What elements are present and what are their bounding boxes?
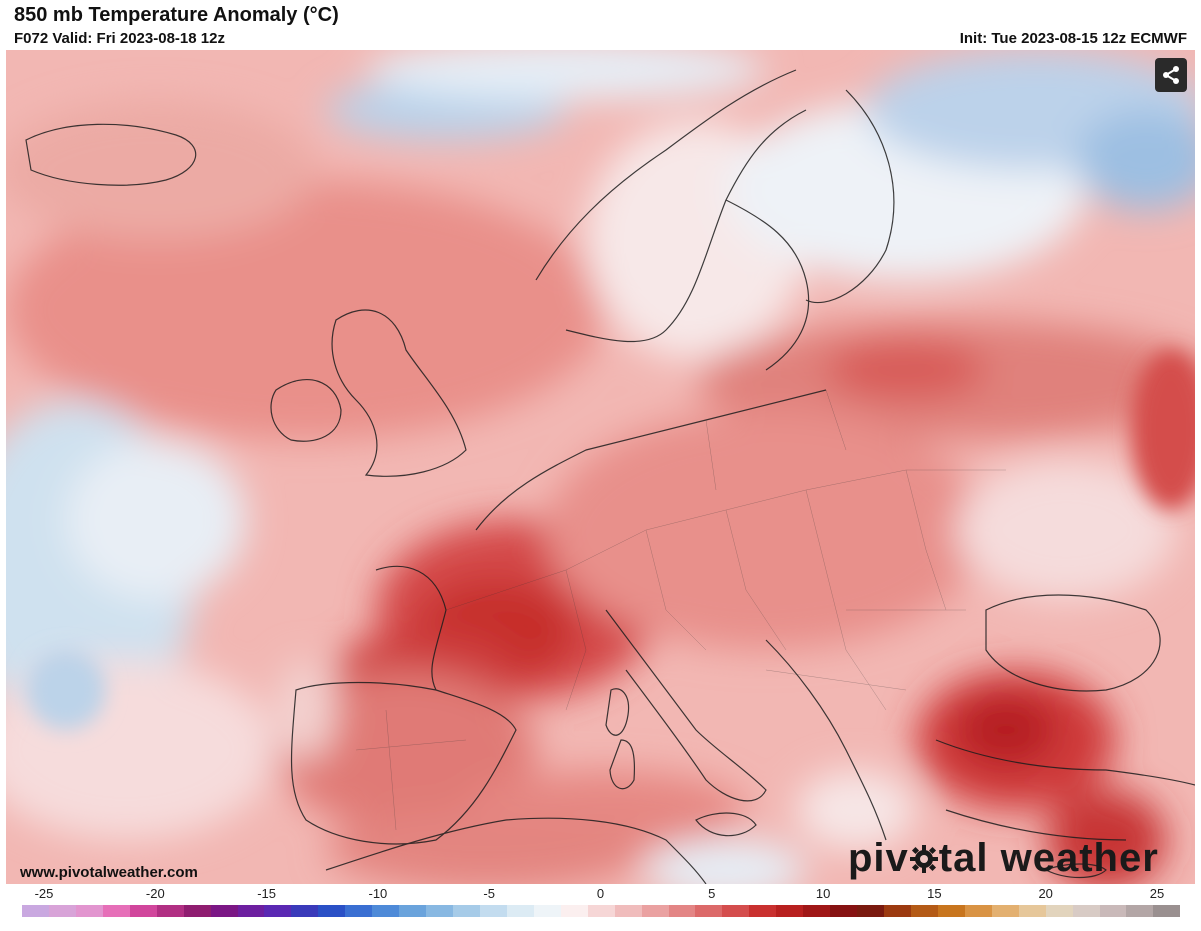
colorbar-swatch — [318, 905, 346, 917]
colorbar-tick-label: 15 — [927, 886, 942, 901]
colorbar-tick-label: -5 — [483, 886, 495, 901]
colorbar-tick-label: -25 — [34, 886, 54, 901]
colorbar-swatch — [991, 905, 1019, 917]
colorbar-tick-label: 20 — [1038, 886, 1053, 901]
colorbar-swatch — [129, 905, 157, 917]
colorbar-swatch — [426, 905, 453, 917]
colorbar-swatch — [668, 905, 696, 917]
colorbar-swatch — [48, 905, 76, 917]
colorbar-swatch — [803, 905, 831, 917]
logo-text-right: tal weather — [938, 836, 1159, 880]
header: 850 mb Temperature Anomaly (°C) F072 Val… — [0, 0, 1201, 48]
site-url[interactable]: www.pivotalweather.com — [20, 864, 198, 881]
colorbar-swatch — [1045, 905, 1073, 917]
colorbar-swatch — [291, 905, 319, 917]
colorbar-swatch — [1099, 905, 1127, 917]
temperature-anomaly-map[interactable] — [6, 50, 1195, 884]
colorbar-swatch — [1126, 905, 1154, 917]
colorbar-swatch — [560, 905, 588, 917]
colorbar-tick-label: -10 — [368, 886, 388, 901]
colorbar-swatch — [183, 905, 211, 917]
colorbar-swatch — [614, 905, 642, 917]
colorbar-swatch — [910, 905, 938, 917]
colorbar-swatch — [399, 905, 427, 917]
colorbar-swatch — [345, 905, 373, 917]
map-title: 850 mb Temperature Anomaly (°C) — [14, 4, 339, 26]
colorbar-swatch — [776, 905, 804, 917]
colorbar-swatch — [722, 905, 750, 917]
colorbar-swatch — [237, 905, 265, 917]
colorbar-swatch — [587, 905, 615, 917]
colorbar-swatch — [857, 905, 884, 917]
colorbar-swatches — [22, 905, 1181, 917]
share-icon — [1163, 66, 1179, 84]
map-canvas — [6, 50, 1195, 884]
colorbar-swatch — [749, 905, 777, 917]
colorbar-swatch — [264, 905, 292, 917]
colorbar-tick-label: 25 — [1149, 886, 1165, 901]
colorbar-swatch — [22, 905, 49, 917]
logo-text-left: piv — [848, 836, 909, 880]
colorbar: -25 -20 -15 -10 -5 0 5 10 15 20 25 — [0, 884, 1201, 931]
gear-icon — [909, 836, 939, 881]
colorbar-tick-label: 5 — [708, 886, 716, 901]
colorbar-swatch — [695, 905, 723, 917]
colorbar-swatch — [641, 905, 669, 917]
colorbar-tick-label: 10 — [815, 886, 831, 901]
valid-time: F072 Valid: Fri 2023-08-18 12z — [14, 30, 225, 47]
colorbar-swatch — [479, 905, 507, 917]
colorbar-swatch — [1072, 905, 1100, 917]
colorbar-swatch — [372, 905, 400, 917]
colorbar-tick-label: -15 — [257, 886, 276, 901]
colorbar-swatch — [937, 905, 965, 917]
pivotal-weather-logo: piv tal weather — [848, 836, 1159, 881]
colorbar-swatch — [75, 905, 103, 917]
colorbar-swatch — [506, 905, 534, 917]
colorbar-swatch — [156, 905, 184, 917]
colorbar-swatch — [1018, 905, 1046, 917]
share-button[interactable] — [1155, 58, 1187, 92]
colorbar-swatch — [453, 905, 480, 917]
colorbar-tick-label: -20 — [145, 886, 165, 901]
colorbar-swatch — [102, 905, 130, 917]
colorbar-swatch — [964, 905, 992, 917]
colorbar-ticks: -25 -20 -15 -10 -5 0 5 10 15 20 25 — [0, 886, 1201, 902]
colorbar-tick-label: 0 — [596, 886, 605, 901]
init-time: Init: Tue 2023-08-15 12z ECMWF — [959, 30, 1187, 47]
colorbar-swatch — [884, 905, 911, 917]
colorbar-swatch — [830, 905, 858, 917]
colorbar-swatch — [1153, 905, 1181, 917]
colorbar-swatch — [533, 905, 561, 917]
colorbar-swatch — [210, 905, 238, 917]
